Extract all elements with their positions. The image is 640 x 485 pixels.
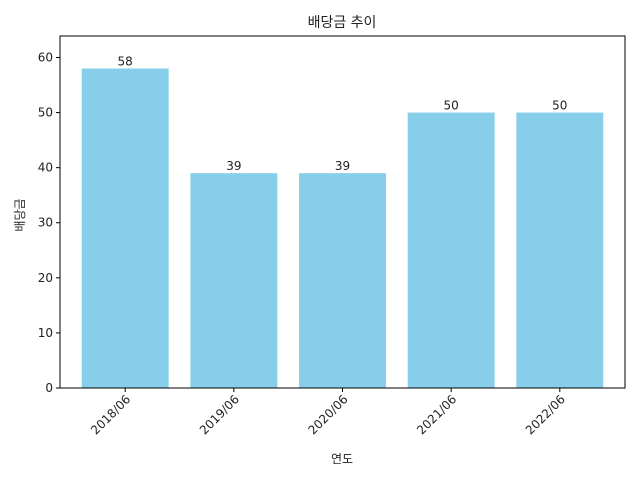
bar-value-label: 50 — [444, 99, 459, 113]
y-tick-label: 0 — [45, 381, 53, 395]
bar-2020-06 — [299, 173, 386, 388]
x-tick-label: 2020/06 — [305, 392, 350, 437]
x-axis-label: 연도 — [331, 452, 353, 466]
bar-2021-06 — [407, 112, 495, 388]
bars-layer: 58 39 39 50 50 — [81, 55, 604, 388]
x-tick-label: 2022/06 — [523, 392, 568, 437]
y-tick-label: 50 — [38, 106, 53, 120]
bar-2022-06 — [516, 112, 604, 388]
y-tick-label: 60 — [38, 50, 53, 64]
bar-value-label: 58 — [118, 55, 133, 69]
y-tick-label: 10 — [38, 326, 53, 340]
x-tick-label: 2018/06 — [88, 392, 133, 437]
y-axis-label: 배당금 — [13, 198, 27, 231]
y-tick-label: 40 — [38, 161, 53, 175]
chart-title: 배당금 추이 — [308, 15, 377, 31]
x-tick-label: 2019/06 — [197, 392, 242, 437]
bar-value-label: 39 — [226, 159, 241, 173]
bar-2018-06 — [81, 68, 169, 388]
bar-value-label: 50 — [552, 99, 567, 113]
bar-value-label: 39 — [335, 159, 350, 173]
bar-2019-06 — [190, 173, 278, 388]
x-tick-label: 2021/06 — [414, 392, 459, 437]
y-tick-label: 30 — [38, 216, 53, 230]
y-tick-label: 20 — [38, 271, 53, 285]
